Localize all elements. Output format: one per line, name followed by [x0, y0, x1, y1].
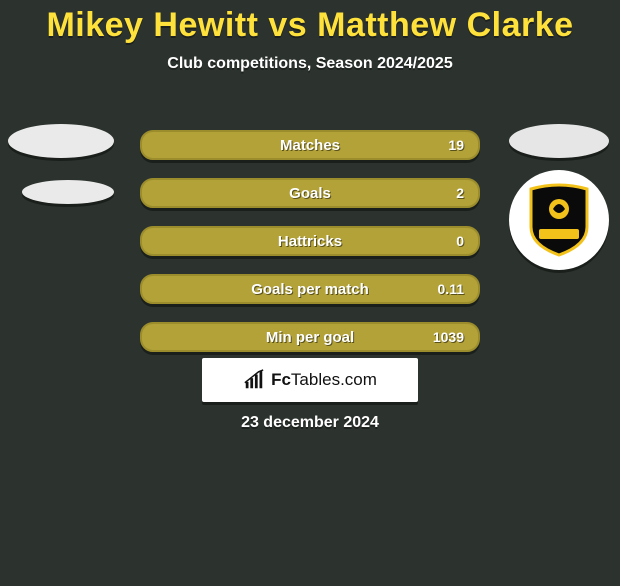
stat-rows: Matches 19 Goals 2 Hattricks 0 Goals per… [140, 130, 480, 370]
stat-label: Goals per match [251, 281, 369, 298]
fctables-brand-rest: Tables.com [291, 370, 377, 389]
player-right-kit [506, 124, 612, 270]
kit-shadow-ellipse [22, 180, 114, 204]
kit-shadow-ellipse [509, 124, 609, 158]
stat-row: Goals 2 [140, 178, 480, 208]
page-subtitle: Club competitions, Season 2024/2025 [0, 55, 620, 73]
stat-row: Hattricks 0 [140, 226, 480, 256]
stat-row: Min per goal 1039 [140, 322, 480, 352]
stat-label: Matches [280, 137, 340, 154]
player-left-kit [8, 124, 114, 204]
stat-value: 1039 [433, 329, 464, 345]
page-title: Mikey Hewitt vs Matthew Clarke [0, 6, 620, 45]
kit-shadow-ellipse [8, 124, 114, 158]
club-crest [509, 170, 609, 270]
stat-row: Goals per match 0.11 [140, 274, 480, 304]
club-crest-shield [527, 183, 591, 257]
stat-row: Matches 19 [140, 130, 480, 160]
stat-label: Min per goal [266, 329, 354, 346]
fctables-badge: FcTables.com [202, 358, 418, 402]
bar-chart-icon [243, 369, 265, 391]
stat-value: 2 [456, 185, 464, 201]
fctables-brand-strong: Fc [271, 370, 291, 389]
stat-label: Hattricks [278, 233, 342, 250]
generated-date: 23 december 2024 [0, 414, 620, 432]
stat-value: 0.11 [438, 281, 464, 297]
stat-label: Goals [289, 185, 331, 202]
stat-value: 0 [456, 233, 464, 249]
stat-value: 19 [448, 137, 464, 153]
